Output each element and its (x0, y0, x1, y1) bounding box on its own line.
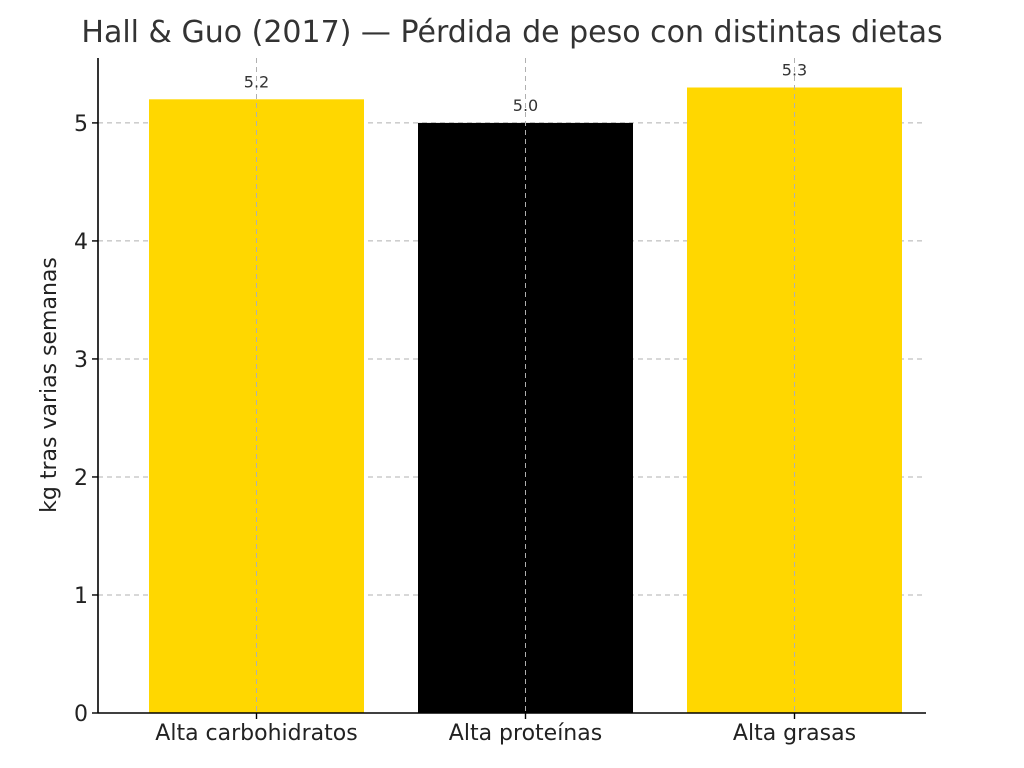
bar-value-label: 5.0 (513, 96, 538, 115)
x-tick-label: Alta carbohidratos (155, 721, 357, 746)
bar-value-label: 5.3 (782, 61, 807, 80)
chart-title: Hall & Guo (2017) — Pérdida de peso con … (81, 15, 942, 50)
y-tick-label: 5 (74, 112, 88, 137)
x-tick-label: Alta proteínas (449, 721, 602, 746)
y-tick-label: 0 (74, 702, 88, 727)
x-tick-label: Alta grasas (733, 721, 856, 746)
bar-value-label: 5.2 (244, 72, 269, 91)
y-tick-label: 2 (74, 466, 88, 491)
axes (92, 58, 926, 719)
y-axis-label: kg tras varias semanas (37, 257, 62, 513)
y-tick-label: 3 (74, 348, 88, 373)
y-tick-label: 4 (74, 230, 88, 255)
labels: 0 1 2 3 4 5 Alta carbohidratos Alta proteínas Al… (74, 61, 856, 746)
y-tick-label: 1 (74, 584, 88, 609)
